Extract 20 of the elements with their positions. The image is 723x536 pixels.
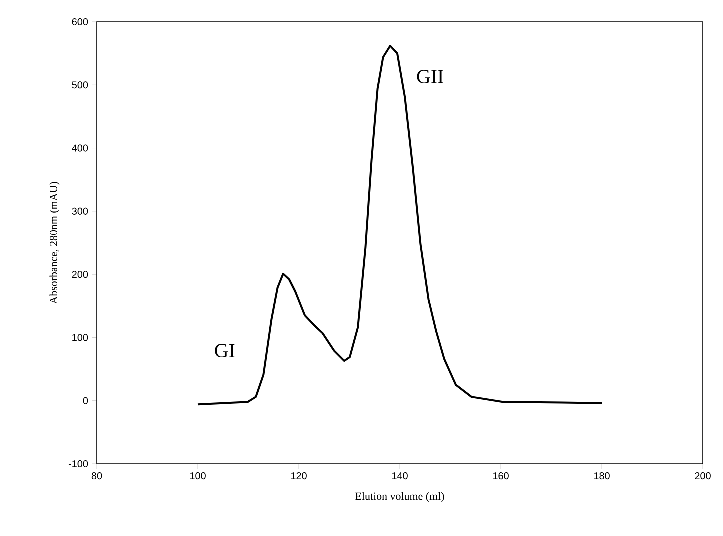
y-tick-label: -100: [68, 460, 88, 468]
x-tick-label: 80: [92, 472, 102, 480]
y-tick-label: 400: [72, 144, 88, 152]
x-tick-label: 160: [493, 472, 509, 480]
x-tick-label: 200: [695, 472, 711, 480]
line-series: [197, 44, 604, 406]
x-tick-label: 120: [291, 472, 307, 480]
x-axis-title: Elution volume (ml): [356, 492, 444, 502]
y-axis-title: Absorbance, 280nm (mAU): [50, 182, 60, 304]
y-tick-label: 300: [72, 208, 88, 215]
y-tick-label: 100: [72, 334, 88, 342]
x-tick-label: 180: [594, 472, 610, 480]
x-tick-label: 100: [190, 472, 206, 480]
y-tick-label: 0: [83, 397, 88, 404]
annotation: GII: [417, 70, 444, 84]
y-tick-label: 600: [72, 18, 88, 26]
y-tick-label: 500: [72, 82, 88, 89]
y-tick-label: 200: [72, 271, 88, 278]
x-tick-label: 140: [392, 472, 408, 480]
annotation: GI: [215, 344, 235, 358]
